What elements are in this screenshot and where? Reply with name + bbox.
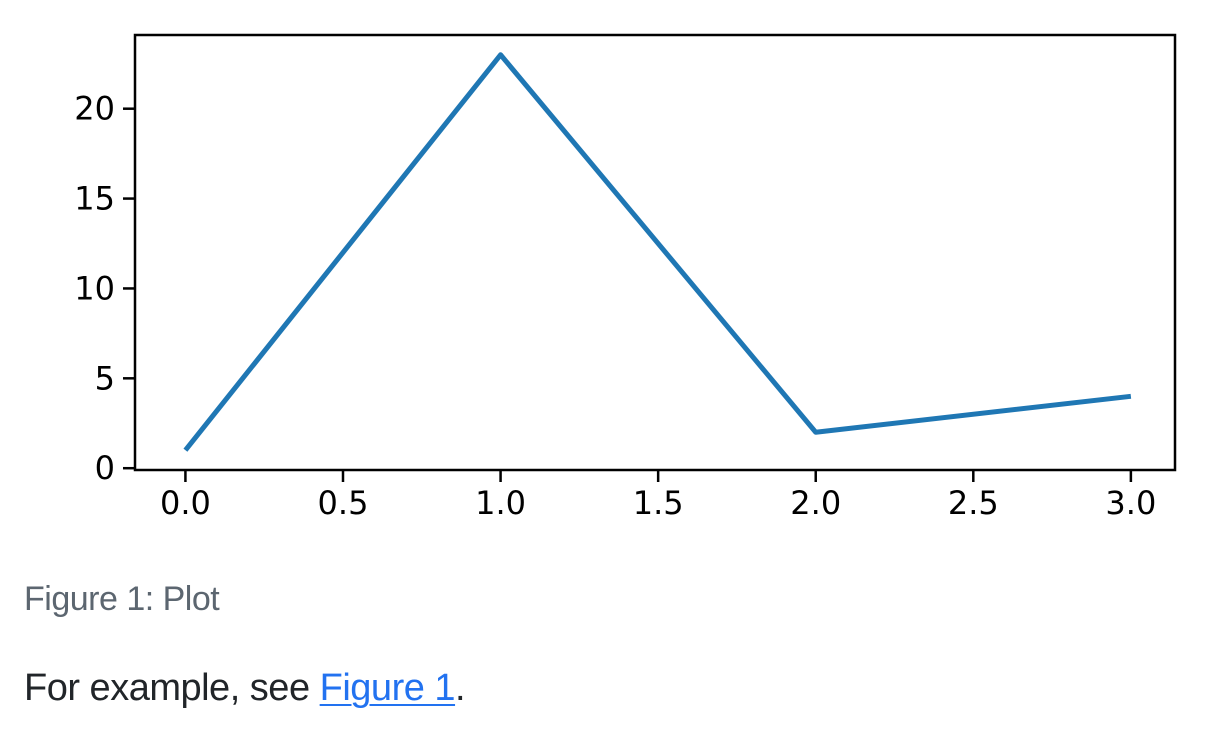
paragraph-text-before: For example, see [24,667,320,709]
x-tick-label: 0.5 [318,484,369,522]
x-tick-label: 2.0 [790,484,841,522]
y-tick-label: 5 [95,359,115,397]
axes-spines [133,33,1177,472]
paragraph-text-after: . [455,667,466,709]
x-tick-label: 2.5 [948,484,999,522]
figure-1-link[interactable]: Figure 1 [319,667,456,709]
y-tick-label: 0 [95,449,115,487]
body-paragraph: For example, see Figure 1. [24,667,466,710]
x-tick-label: 1.0 [475,484,526,522]
data-line-series [183,52,1132,452]
y-tick-label: 15 [74,180,115,218]
line-chart: 0.0 0.5 1.0 1.5 2.0 2.5 3.0 0 5 10 15 20 [74,33,1177,522]
x-tick-label: 3.0 [1105,484,1156,522]
y-tick-label: 20 [74,90,115,128]
figure-caption: Figure 1: Plot [24,580,220,618]
x-tick-label: 1.5 [633,484,684,522]
x-tick-label: 0.0 [160,484,211,522]
y-tick-label: 10 [74,269,115,307]
